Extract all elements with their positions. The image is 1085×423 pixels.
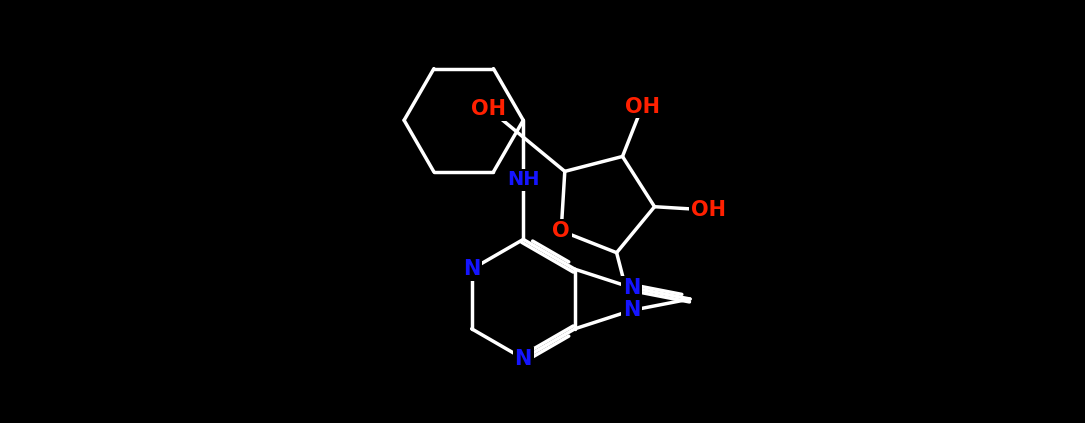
Text: OH: OH <box>690 200 726 220</box>
Text: NH: NH <box>507 170 539 190</box>
Text: O: O <box>552 221 570 241</box>
Text: N: N <box>514 349 532 368</box>
Text: N: N <box>463 259 481 279</box>
Text: OH: OH <box>625 96 660 117</box>
Text: N: N <box>623 277 640 298</box>
Text: N: N <box>623 300 640 320</box>
Text: OH: OH <box>471 99 507 119</box>
